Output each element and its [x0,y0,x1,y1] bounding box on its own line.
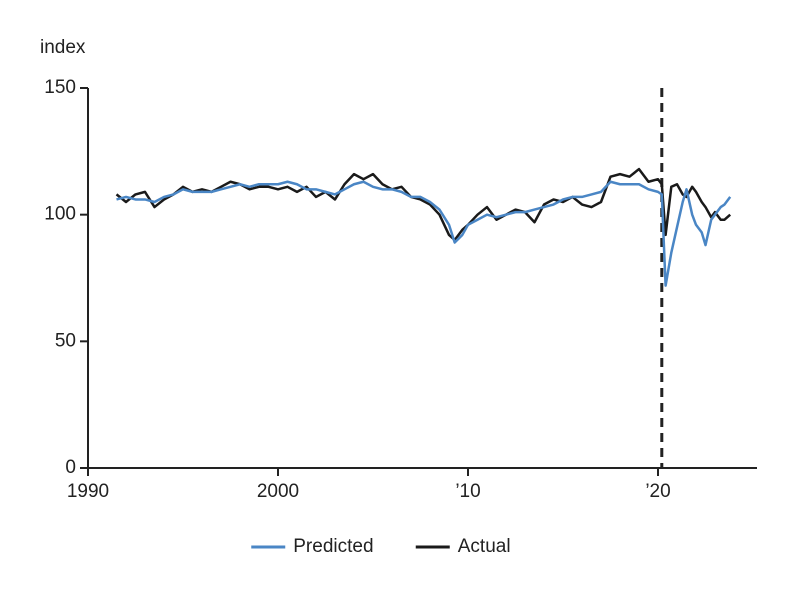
y-tick-label: 100 [44,204,76,225]
y-axis-label: index [40,37,86,58]
legend-label: Actual [458,536,511,557]
y-tick-label: 150 [44,77,76,98]
series-line [116,180,732,287]
y-tick-label: 0 [65,457,76,478]
x-tick-label: 1990 [67,481,109,502]
x-tick-label: ’10 [455,481,480,502]
x-tick-label: ’20 [645,481,670,502]
series-line [115,167,732,242]
y-tick-label: 50 [55,330,76,351]
x-tick-label: 2000 [257,481,299,502]
legend-label: Predicted [293,536,373,557]
